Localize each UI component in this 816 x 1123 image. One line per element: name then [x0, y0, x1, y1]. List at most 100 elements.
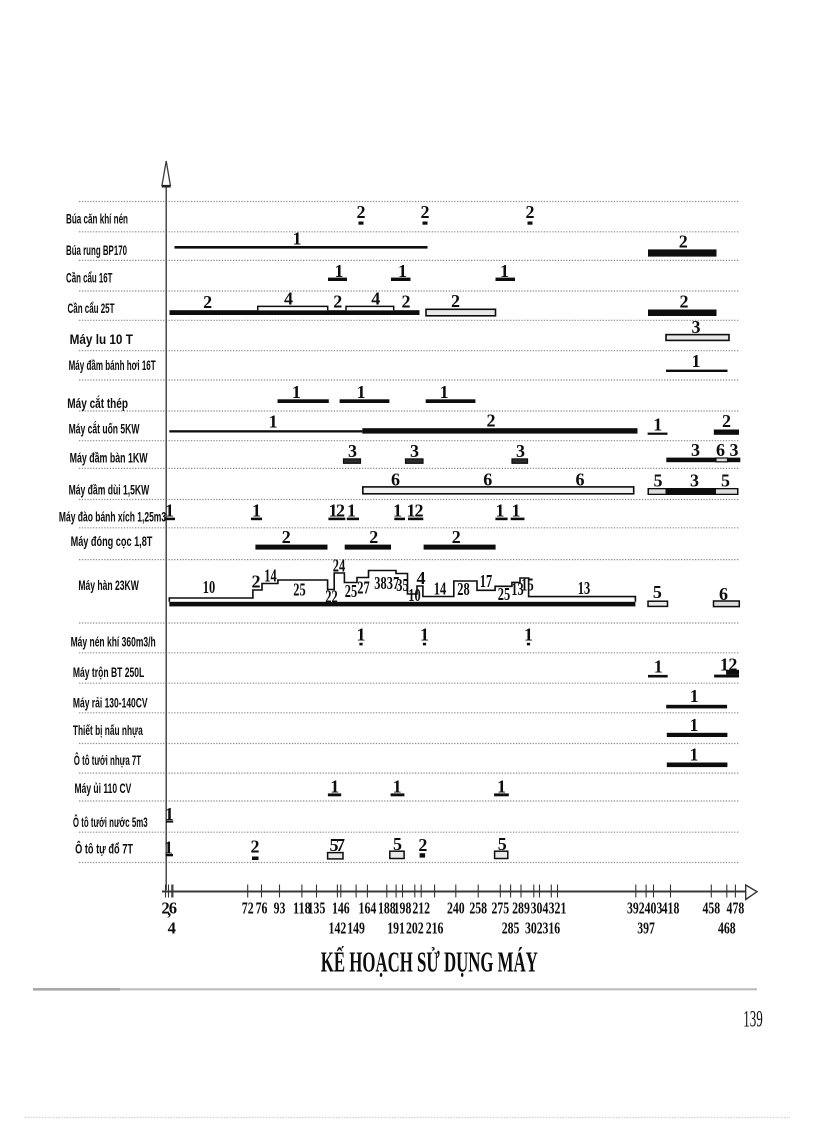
svg-text:38: 38 — [374, 573, 386, 593]
svg-text:4: 4 — [168, 919, 176, 938]
svg-text:25: 25 — [345, 581, 357, 601]
svg-text:1: 1 — [496, 500, 505, 520]
svg-text:2: 2 — [452, 527, 461, 547]
svg-text:2: 2 — [251, 836, 260, 856]
svg-text:458: 458 — [702, 899, 720, 918]
svg-text:25: 25 — [498, 584, 510, 604]
svg-text:142: 142 — [329, 919, 347, 938]
svg-text:285: 285 — [502, 919, 520, 938]
svg-text:3: 3 — [692, 317, 701, 337]
svg-text:10: 10 — [203, 577, 215, 597]
svg-text:Máy đầm bàn 1KW: Máy đầm bàn 1KW — [70, 450, 148, 466]
svg-text:316: 316 — [542, 919, 560, 938]
svg-text:Cần cẩu 16T: Cần cẩu 16T — [66, 270, 113, 286]
svg-text:Cần cẩu 25T: Cần cẩu 25T — [68, 300, 115, 316]
svg-text:Máy rải 130-140CV: Máy rải 130-140CV — [73, 694, 148, 710]
svg-text:216: 216 — [426, 919, 444, 938]
svg-text:1: 1 — [420, 625, 429, 645]
svg-text:240: 240 — [447, 899, 465, 918]
svg-text:1: 1 — [500, 261, 509, 281]
svg-text:304: 304 — [531, 899, 549, 918]
svg-text:1: 1 — [252, 500, 261, 520]
svg-text:1: 1 — [393, 776, 402, 796]
svg-text:Máy ủi 110 CV: Máy ủi 110 CV — [75, 780, 132, 796]
svg-text:6: 6 — [716, 440, 725, 460]
svg-text:6: 6 — [169, 899, 177, 918]
svg-text:1: 1 — [329, 500, 338, 520]
svg-text:188: 188 — [378, 899, 396, 918]
svg-text:2: 2 — [336, 500, 345, 520]
svg-text:5: 5 — [653, 582, 662, 602]
svg-text:10: 10 — [408, 585, 420, 605]
svg-text:17: 17 — [480, 571, 492, 591]
svg-text:5: 5 — [498, 834, 507, 854]
svg-text:1: 1 — [393, 500, 402, 520]
svg-text:468: 468 — [718, 919, 736, 938]
svg-text:403: 403 — [645, 899, 663, 918]
svg-text:Máy đóng cọc 1,8T: Máy đóng cọc 1,8T — [71, 533, 153, 549]
svg-text:1: 1 — [347, 500, 356, 520]
svg-text:37: 37 — [387, 573, 399, 593]
svg-text:1: 1 — [164, 837, 173, 857]
svg-text:13: 13 — [511, 579, 523, 599]
svg-text:Búa rung BP170: Búa rung BP170 — [66, 242, 127, 258]
svg-text:7: 7 — [336, 835, 345, 855]
svg-text:1: 1 — [165, 500, 174, 520]
svg-text:Ô tô tự đổ 7T: Ô tô tự đổ 7T — [75, 840, 133, 857]
svg-text:1: 1 — [692, 351, 701, 371]
svg-text:275: 275 — [491, 899, 509, 918]
svg-text:4: 4 — [417, 568, 426, 588]
svg-text:1: 1 — [690, 715, 699, 735]
svg-text:3: 3 — [730, 440, 739, 460]
svg-text:15: 15 — [521, 575, 533, 595]
svg-text:146: 146 — [332, 899, 350, 918]
svg-text:289: 289 — [512, 899, 530, 918]
svg-text:1: 1 — [330, 776, 339, 796]
svg-text:118: 118 — [293, 899, 311, 918]
svg-text:6: 6 — [483, 469, 492, 489]
svg-text:397: 397 — [637, 919, 655, 938]
svg-text:2: 2 — [369, 527, 378, 547]
svg-text:25: 25 — [293, 580, 305, 600]
svg-text:1: 1 — [654, 657, 663, 677]
svg-text:27: 27 — [357, 578, 369, 598]
svg-text:Máy trộn BT 250L: Máy trộn BT 250L — [73, 664, 145, 680]
svg-text:2: 2 — [203, 292, 212, 312]
svg-text:2: 2 — [161, 899, 169, 918]
svg-text:76: 76 — [256, 899, 268, 918]
svg-text:Máy đầm dùi 1,5KW: Máy đầm dùi 1,5KW — [69, 482, 150, 498]
svg-text:164: 164 — [359, 899, 377, 918]
svg-text:139: 139 — [743, 1007, 763, 1032]
svg-text:1: 1 — [357, 382, 366, 402]
svg-text:Máy lu 10 T: Máy lu 10 T — [70, 331, 134, 347]
svg-text:1: 1 — [512, 500, 521, 520]
svg-text:1: 1 — [407, 500, 416, 520]
svg-text:4: 4 — [284, 289, 293, 309]
svg-text:5: 5 — [330, 835, 339, 855]
svg-text:5: 5 — [393, 834, 402, 854]
svg-text:2: 2 — [526, 202, 535, 222]
svg-text:1: 1 — [440, 382, 449, 402]
svg-text:Máy cắt uốn 5KW: Máy cắt uốn 5KW — [69, 420, 140, 437]
svg-text:35: 35 — [396, 575, 408, 595]
svg-text:14: 14 — [264, 566, 276, 586]
svg-text:2: 2 — [680, 292, 689, 312]
svg-text:Ô tô tưới nước 5m3: Ô tô tưới nước 5m3 — [73, 813, 148, 830]
svg-text:2: 2 — [418, 835, 427, 855]
svg-text:3: 3 — [690, 471, 699, 491]
svg-text:1: 1 — [653, 415, 662, 435]
svg-text:3: 3 — [410, 441, 419, 461]
svg-text:13: 13 — [578, 578, 590, 598]
svg-text:1: 1 — [690, 744, 699, 764]
svg-text:28: 28 — [457, 579, 469, 599]
svg-text:202: 202 — [406, 919, 424, 938]
svg-text:6: 6 — [719, 584, 728, 604]
svg-text:1: 1 — [357, 625, 366, 645]
svg-text:1: 1 — [398, 261, 407, 281]
svg-text:2: 2 — [252, 572, 261, 592]
svg-text:,: , — [167, 903, 171, 920]
svg-text:3: 3 — [516, 441, 525, 461]
svg-text:1: 1 — [292, 382, 301, 402]
svg-text:1: 1 — [165, 804, 174, 824]
svg-text:2: 2 — [333, 292, 342, 312]
